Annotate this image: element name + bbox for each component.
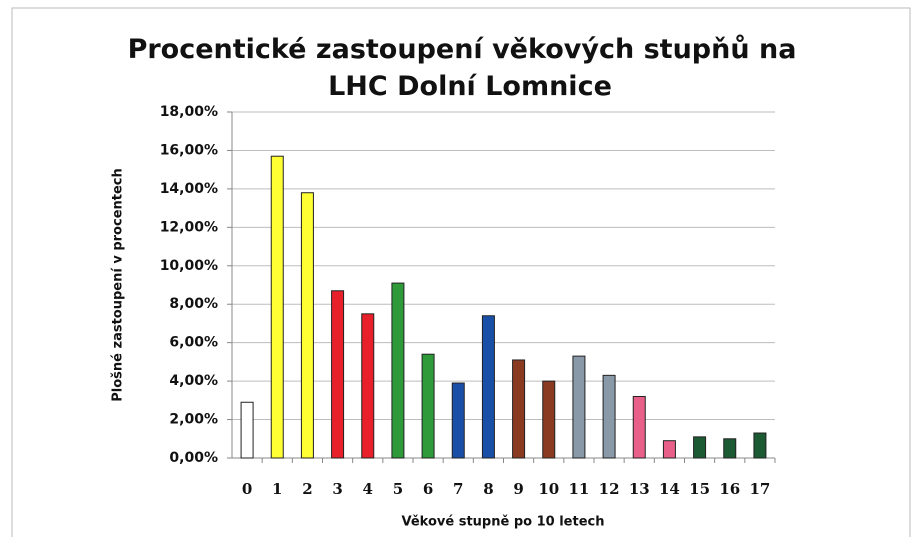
y-tick-label: 12,00% <box>160 219 218 235</box>
bar <box>300 192 314 459</box>
bar <box>451 382 465 459</box>
x-tick-label: 8 <box>483 480 493 498</box>
x-tick-label: 15 <box>689 480 710 498</box>
y-tick-label: 2,00% <box>169 412 218 428</box>
bar <box>723 438 737 459</box>
x-tick-label: 17 <box>749 480 770 498</box>
y-tick-label: 16,00% <box>160 142 218 158</box>
bar <box>662 440 676 459</box>
bar <box>240 401 254 459</box>
bar <box>693 436 707 459</box>
bar <box>361 313 375 459</box>
x-tick-label: 10 <box>538 480 559 498</box>
bar <box>602 374 616 459</box>
chart-frame <box>11 7 911 537</box>
x-tick-label: 9 <box>513 480 523 498</box>
bar <box>753 432 767 459</box>
x-axis-label: Věkové stupně po 10 letech <box>402 515 605 530</box>
y-tick-label: 14,00% <box>160 181 218 197</box>
x-tick-label: 5 <box>393 480 403 498</box>
x-tick-label: 3 <box>332 480 342 498</box>
x-tick-label: 0 <box>242 480 252 498</box>
bar <box>481 315 495 459</box>
x-tick-label: 11 <box>568 480 589 498</box>
y-axis-label: Plošné zastoupení v procentech <box>111 168 126 402</box>
x-tick-label: 7 <box>453 480 463 498</box>
bar <box>270 155 284 459</box>
bar <box>391 282 405 459</box>
y-tick-label: 8,00% <box>169 296 218 312</box>
chart-title: Procentické zastoupení věkových stupňů n… <box>128 34 797 102</box>
x-tick-label: 13 <box>629 480 650 498</box>
y-tick-label: 18,00% <box>160 104 218 120</box>
x-tick-label: 2 <box>302 480 312 498</box>
bar <box>512 359 526 459</box>
x-tick-label: 1 <box>272 480 282 498</box>
bar <box>572 355 586 459</box>
x-tick-label: 4 <box>363 480 373 498</box>
x-tick-label: 14 <box>659 480 680 498</box>
y-tick-label: 10,00% <box>160 258 218 274</box>
y-tick-label: 0,00% <box>169 450 218 466</box>
x-tick-label: 12 <box>599 480 620 498</box>
y-tick-label: 6,00% <box>169 335 218 351</box>
bar <box>542 380 556 459</box>
bar <box>421 353 435 459</box>
y-tick-label: 4,00% <box>169 373 218 389</box>
x-tick-label: 6 <box>423 480 433 498</box>
x-tick-label: 16 <box>719 480 740 498</box>
bar <box>331 290 345 459</box>
bar <box>632 395 646 459</box>
